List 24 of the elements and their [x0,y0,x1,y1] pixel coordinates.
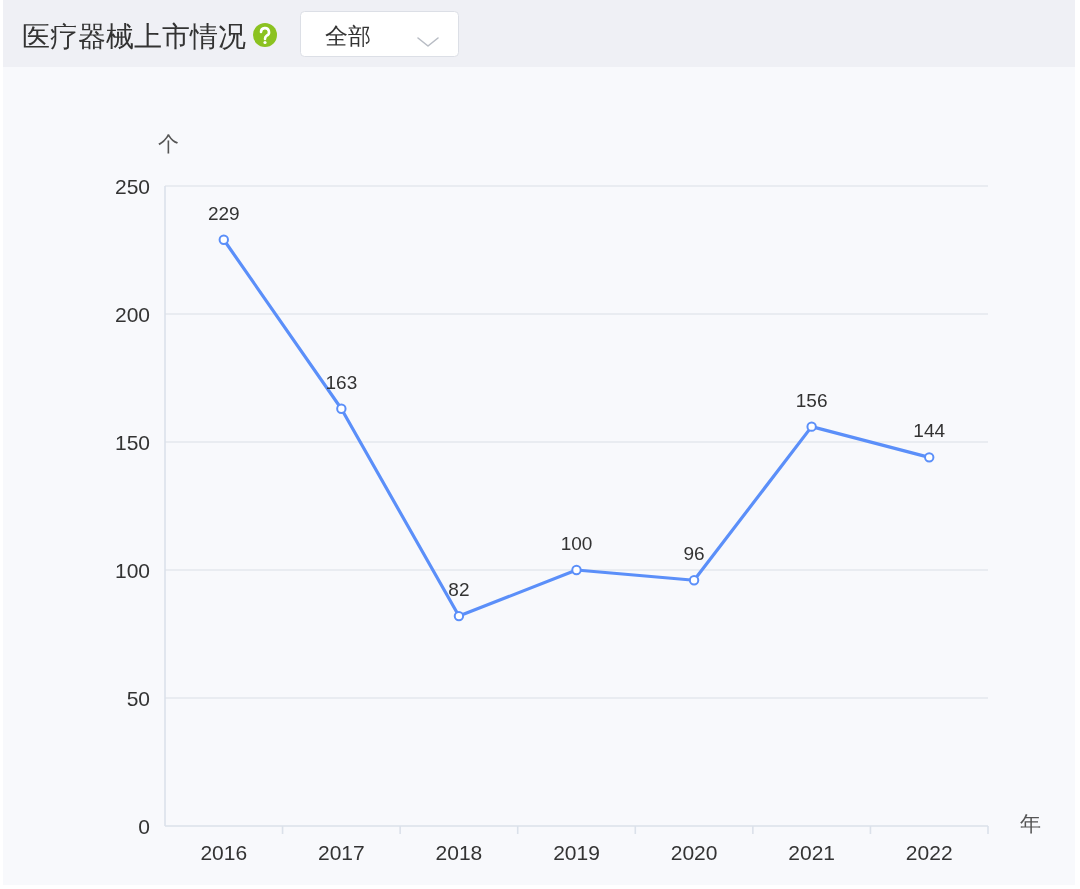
x-tick-label: 2021 [788,840,835,864]
y-tick-label: 250 [114,174,150,198]
x-tick-label: 2020 [670,840,718,864]
y-tick-label: 50 [126,686,150,710]
title: 医疗器械上市情况 [22,20,246,52]
y-tick-label: 200 [114,302,150,326]
data-label: 156 [795,389,828,411]
x-tick-label: 2016 [200,840,248,864]
data-label: 144 [913,420,946,442]
y-tick-label: 100 [114,558,150,582]
x-tick-label: 2022 [905,840,953,864]
dropdown-value: 全部 [325,23,371,49]
data-label: 96 [683,543,705,565]
data-label: 229 [207,202,240,224]
data-label: 100 [560,533,593,554]
x-axis-title: 年 [1019,811,1041,835]
y-axis-title: 个 [157,131,179,155]
x-tick-label: 2018 [435,840,483,864]
y-tick-label: 0 [138,814,150,838]
y-tick-label: 150 [114,430,150,454]
x-tick-label: 2019 [553,840,600,864]
data-label: 82 [448,579,470,601]
data-label: 163 [325,371,358,393]
x-tick-label: 2017 [318,840,365,864]
